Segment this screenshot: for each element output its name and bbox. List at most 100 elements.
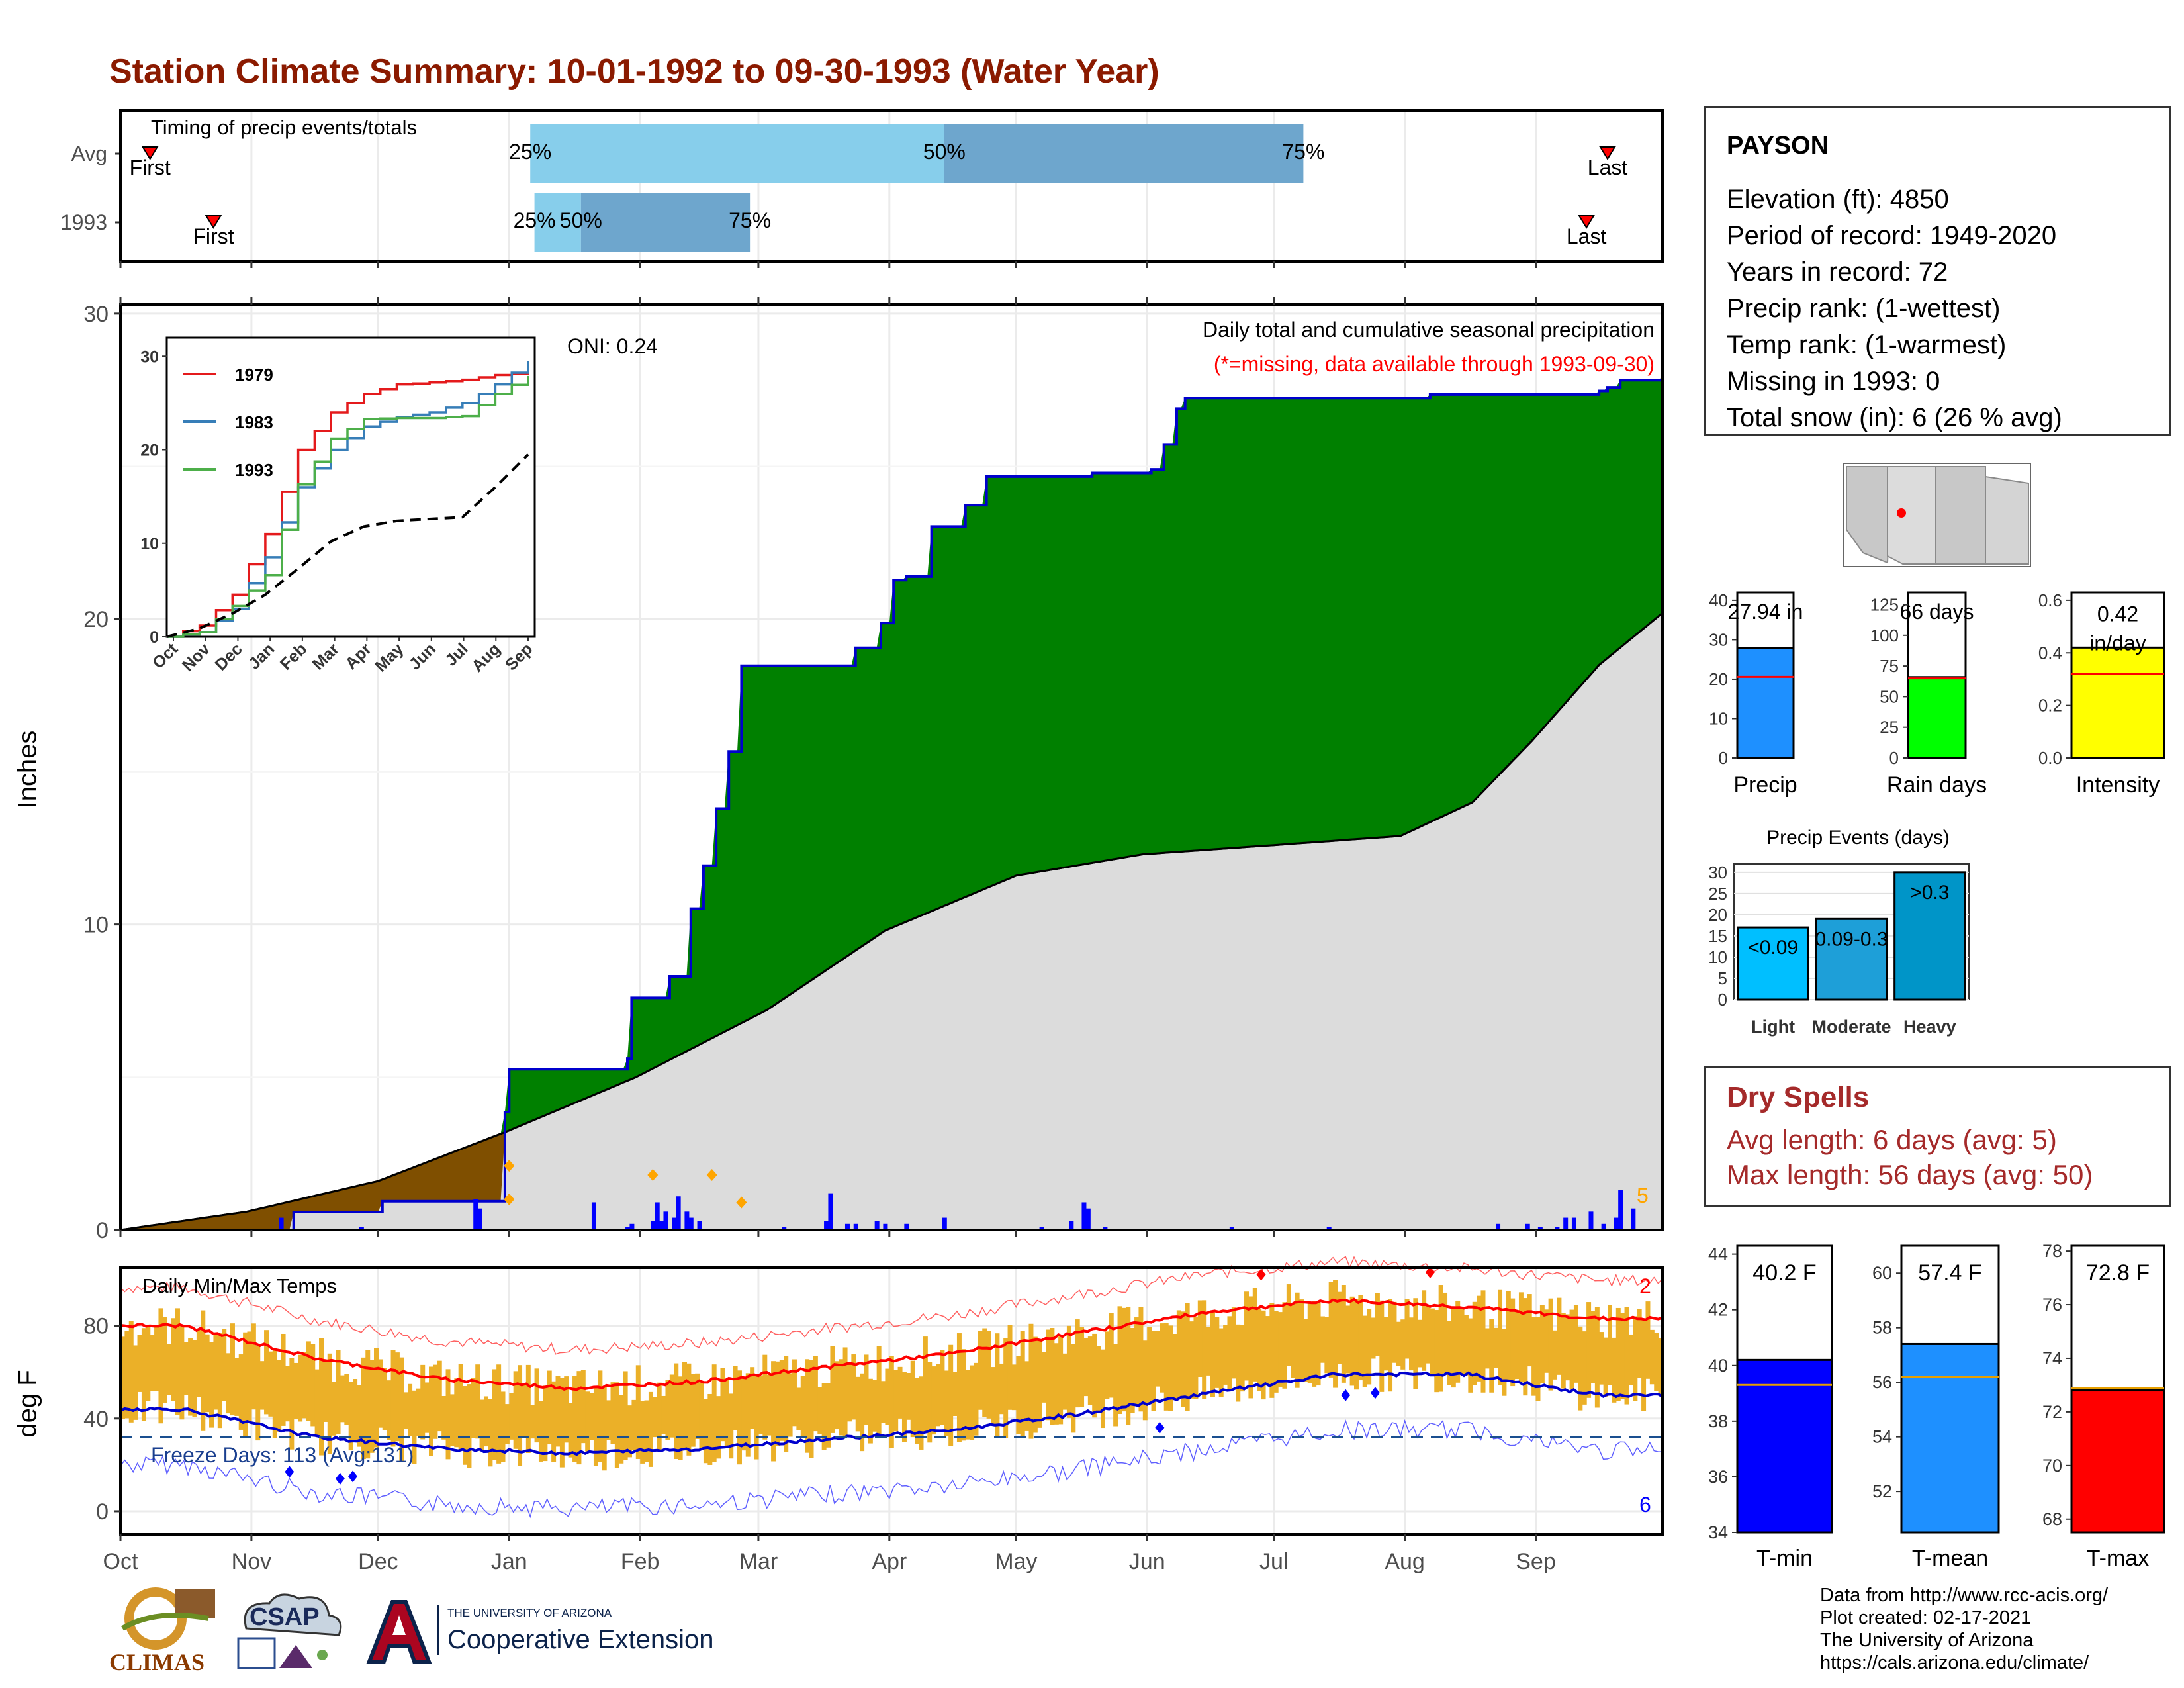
- daily-temp-bar: [243, 1332, 248, 1436]
- precip-event-bar: [1737, 926, 1809, 1001]
- daily-temp-bar: [205, 1334, 210, 1413]
- map-state-tx: [1985, 475, 2029, 565]
- daily-temp-bar: [1172, 1334, 1177, 1399]
- daily-temp-bar: [365, 1350, 371, 1459]
- daily-temp-bar: [978, 1331, 983, 1410]
- daily-temp-bar: [805, 1359, 810, 1453]
- daily-temp-bar: [306, 1341, 311, 1421]
- daily-temp-bar: [1147, 1327, 1152, 1403]
- daily-temp-bar: [1218, 1328, 1224, 1397]
- daily-temp-bar: [690, 1374, 696, 1447]
- daily-temp-bar: [851, 1354, 856, 1420]
- temp-panel: 0 40 80 Oct Nov Dec Jan Feb Mar Apr May Jun Jul Aug Se…: [83, 1256, 1664, 1574]
- daily-temp-bar: [534, 1368, 539, 1443]
- daily-temp-bar: [429, 1366, 433, 1456]
- locator-map: [1843, 463, 2031, 567]
- daily-temp-bar: [1531, 1317, 1537, 1396]
- station-years: Years in record: 72: [1727, 258, 1948, 287]
- temp-bar-value: 72.8 F: [2086, 1260, 2150, 1286]
- daily-temp-bar: [846, 1362, 852, 1422]
- daily-temp-bar: [285, 1366, 290, 1422]
- daily-temp-bar: [779, 1360, 784, 1441]
- daily-temp-bar: [1426, 1305, 1431, 1364]
- temp-bar-ytick-label: 78: [2042, 1241, 2062, 1261]
- daily-temp-bar: [1594, 1307, 1600, 1408]
- temp-bar-ytick-label: 40: [1708, 1356, 1728, 1376]
- daily-temp-bar: [340, 1375, 345, 1423]
- timing-bar-q1: [534, 193, 581, 252]
- csap-logo: CSAP: [233, 1589, 352, 1681]
- daily-temp-bar: [175, 1308, 180, 1415]
- daily-temp-bar: [1337, 1291, 1342, 1364]
- station-location-icon: [1897, 508, 1906, 518]
- daily-precip-bar: [824, 1221, 829, 1230]
- daily-precip-bar: [1555, 1227, 1560, 1230]
- precip-events-title: Precip Events (days): [1766, 827, 1950, 849]
- temp-bar-ytick-label: 36: [1708, 1467, 1728, 1487]
- daily-temp-bar: [1163, 1323, 1169, 1411]
- daily-temp-bar: [1354, 1299, 1359, 1390]
- daily-temp-bar: [826, 1383, 831, 1448]
- daily-temp-bar: [238, 1354, 244, 1430]
- timing-row-label: Avg: [71, 142, 107, 165]
- daily-temp-bar: [1477, 1295, 1482, 1382]
- temp-bar-ytick-label: 44: [1708, 1244, 1728, 1264]
- summary-bar-ytick-label: 0.2: [2038, 696, 2062, 716]
- daily-temp-bar: [915, 1378, 920, 1444]
- daily-temp-bar: [196, 1328, 201, 1397]
- daily-temp-bar: [226, 1353, 231, 1414]
- daily-temp-bar: [530, 1405, 535, 1439]
- precip-event-bar: [1815, 917, 1888, 1001]
- precip-surplus-area: [120, 376, 1662, 1230]
- daily-temp-bar: [1193, 1316, 1199, 1400]
- daily-temp-bar: [661, 1395, 666, 1434]
- daily-temp-bar: [1261, 1310, 1266, 1400]
- daily-temp-bar: [1181, 1311, 1186, 1407]
- daily-temp-bar: [1408, 1317, 1414, 1371]
- daily-temp-bar: [860, 1373, 865, 1452]
- daily-temp-bar: [1079, 1327, 1085, 1407]
- daily-temp-bar: [593, 1387, 598, 1466]
- daily-temp-bar: [1071, 1344, 1076, 1433]
- daily-precip-bar: [676, 1196, 681, 1230]
- timing-p50-label: 50%: [923, 140, 966, 164]
- daily-temp-bar: [332, 1382, 337, 1436]
- timing-last-label: Last: [1567, 224, 1607, 248]
- daily-precip-bar: [1229, 1227, 1234, 1230]
- daily-temp-bar: [209, 1342, 214, 1428]
- timing-bar-q1: [530, 124, 944, 183]
- daily-temp-bar: [188, 1338, 193, 1416]
- daily-temp-bar: [133, 1345, 138, 1420]
- daily-temp-bar: [1341, 1285, 1346, 1383]
- snow-marker-icon: [504, 1193, 515, 1205]
- daily-temp-bar: [576, 1371, 582, 1465]
- footer-university: The University of Arizona: [1820, 1630, 2034, 1651]
- precip-events-ytick-label: 15: [1708, 926, 1727, 946]
- daily-temp-bar: [1134, 1317, 1140, 1405]
- daily-temp-bar: [606, 1400, 612, 1440]
- daily-temp-bar: [1615, 1307, 1621, 1401]
- daily-temp-bar: [1227, 1316, 1232, 1390]
- daily-temp-bar: [1523, 1298, 1528, 1396]
- daily-temp-bar: [766, 1374, 772, 1436]
- daily-temp-bar: [940, 1350, 945, 1425]
- daily-temp-bar: [1092, 1333, 1097, 1418]
- daily-temp-bar: [923, 1336, 928, 1432]
- daily-temp-bar: [217, 1333, 222, 1429]
- daily-temp-bar: [931, 1366, 936, 1435]
- precip-event-category: Moderate: [1811, 1017, 1891, 1037]
- daily-temp-bar: [1654, 1333, 1659, 1391]
- daily-temp-bar: [323, 1361, 328, 1422]
- daily-temp-bar: [1236, 1324, 1241, 1402]
- station-period: Period of record: 1949-2020: [1727, 221, 2057, 250]
- daily-temp-bar: [314, 1369, 320, 1437]
- daily-precip-bar: [663, 1211, 668, 1230]
- daily-temp-bar: [1126, 1307, 1131, 1425]
- summary-bar-value: 66 days: [1899, 600, 1974, 624]
- daily-temp-bar: [839, 1359, 844, 1436]
- daily-temp-bar: [1282, 1302, 1287, 1389]
- daily-temp-bar: [580, 1370, 586, 1444]
- daily-temp-bar: [201, 1310, 206, 1431]
